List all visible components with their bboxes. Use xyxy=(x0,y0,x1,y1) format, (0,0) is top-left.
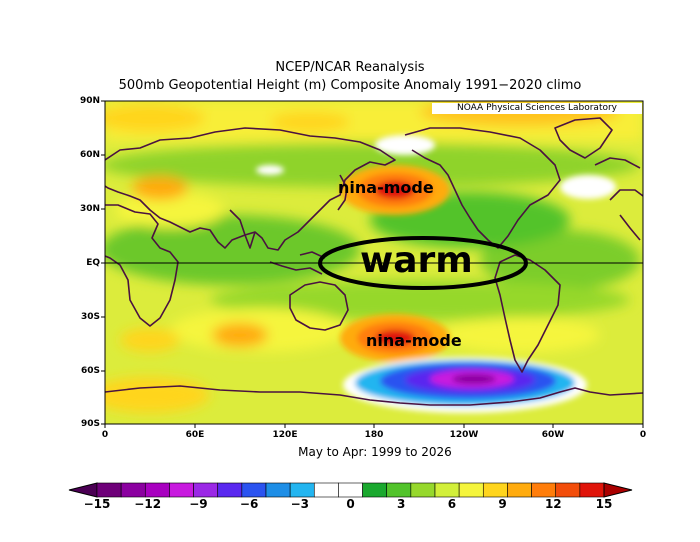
period-label: May to Apr: 1999 to 2026 xyxy=(298,445,452,459)
colorbar-cell xyxy=(362,482,388,498)
lat-label-60s: 60S xyxy=(80,366,100,376)
field-orange-west xyxy=(132,176,188,200)
coast-south-america xyxy=(494,254,561,373)
lat-label-30n: 30N xyxy=(79,204,100,214)
coast-africa xyxy=(105,204,179,327)
colorbar-tick-label: 0 xyxy=(346,497,355,511)
annotation-warm: warm xyxy=(360,240,473,281)
colorbar-cell xyxy=(193,482,219,498)
colorbar-tick-label: −12 xyxy=(134,497,162,511)
colorbar-tick-label: −3 xyxy=(290,497,309,511)
colorbar-cell xyxy=(555,482,581,498)
high-north-pacific-core xyxy=(375,181,415,199)
coast-japan xyxy=(337,174,348,211)
low-white-siberia xyxy=(256,165,284,175)
colorbar-cell xyxy=(217,482,243,498)
lat-label-eq: EQ xyxy=(86,258,100,268)
field-arctic-orange-1 xyxy=(105,104,205,132)
coast-australia xyxy=(289,281,349,331)
coast-greenland xyxy=(554,117,613,159)
colorbar-cell xyxy=(386,482,412,498)
colorbar-cell xyxy=(458,482,484,498)
field-orange-south-atl xyxy=(120,328,180,352)
lat-label-30s: 30S xyxy=(80,312,100,322)
colorbar-tick-label: 6 xyxy=(447,497,457,511)
colorbar-tick-label: −6 xyxy=(239,497,259,511)
coast-north-america xyxy=(404,127,561,249)
colorbar-tick-label: −9 xyxy=(189,497,208,511)
colorbar-cell xyxy=(169,482,194,498)
lat-label-60n: 60N xyxy=(79,150,100,160)
coast-antarctica xyxy=(105,385,643,406)
colorbar-cell xyxy=(482,482,508,498)
colorbar-cell xyxy=(434,482,460,498)
colorbar-cell xyxy=(96,482,122,498)
colorbar-cell xyxy=(338,482,363,498)
field-yellow-1 xyxy=(115,192,225,228)
colorbar-over-arrow xyxy=(603,482,633,498)
field-yellow-3 xyxy=(440,317,600,353)
field-orange-south-ind xyxy=(212,323,268,347)
warm-annotation-ellipse xyxy=(318,236,528,290)
colorbar-cell xyxy=(265,482,291,498)
annotation-nina-north: nina-mode xyxy=(338,178,434,197)
lon-label-0-east: 0 xyxy=(639,430,647,440)
colorbar-cell xyxy=(531,482,557,498)
lon-label-120e: 120E xyxy=(272,430,298,440)
field-arctic-orange-3 xyxy=(270,112,350,132)
title-line-1: NCEP/NCAR Reanalysis xyxy=(275,60,425,75)
colorbar-cell xyxy=(313,482,339,498)
field-green-sh xyxy=(210,280,630,320)
low-antarctic-core xyxy=(452,374,496,384)
colorbar-tick-label: −15 xyxy=(83,497,111,511)
low-white-atlantic xyxy=(560,175,616,199)
coast-eurasia xyxy=(105,127,396,251)
colorbar-tick-label: 12 xyxy=(544,497,562,511)
field-green-nh xyxy=(105,143,640,187)
lon-ticks xyxy=(104,424,644,428)
lon-label-0-west: 0 xyxy=(101,430,109,440)
colorbar-tick-label: 3 xyxy=(397,497,406,511)
colorbar-under-arrow xyxy=(68,482,98,498)
coast-india xyxy=(229,209,256,249)
continent-outlines xyxy=(105,117,643,406)
colorbar-cell xyxy=(144,482,170,498)
lat-label-90n: 90N xyxy=(79,96,100,106)
colorbar-cell xyxy=(289,482,315,498)
colorbar-tick-label: 9 xyxy=(498,497,507,511)
field-green-tropics-e xyxy=(480,230,640,290)
annotation-nina-south: nina-mode xyxy=(366,331,462,350)
high-south-pacific-core xyxy=(375,330,415,346)
lon-label-120w: 120W xyxy=(449,430,479,440)
colorbar-cell xyxy=(120,482,146,498)
colorbar-cell xyxy=(579,482,605,498)
lat-label-90s: 90S xyxy=(80,419,100,429)
colorbar-cell xyxy=(410,482,436,498)
coast-indonesia xyxy=(269,251,326,275)
colorbar-cell xyxy=(507,482,532,498)
lon-label-180: 180 xyxy=(364,430,384,440)
colorbar-tick-label: 15 xyxy=(595,497,613,511)
colorbar-cell xyxy=(241,482,267,498)
lat-ticks xyxy=(101,100,105,425)
low-white-arctic xyxy=(375,135,435,155)
lon-label-60e: 60E xyxy=(185,430,205,440)
lon-label-60w: 60W xyxy=(541,430,565,440)
credit-label: NOAA Physical Sciences Laboratory xyxy=(432,103,642,114)
coast-europe xyxy=(594,157,643,241)
title-line-2: 500mb Geopotential Height (m) Composite … xyxy=(118,78,582,93)
